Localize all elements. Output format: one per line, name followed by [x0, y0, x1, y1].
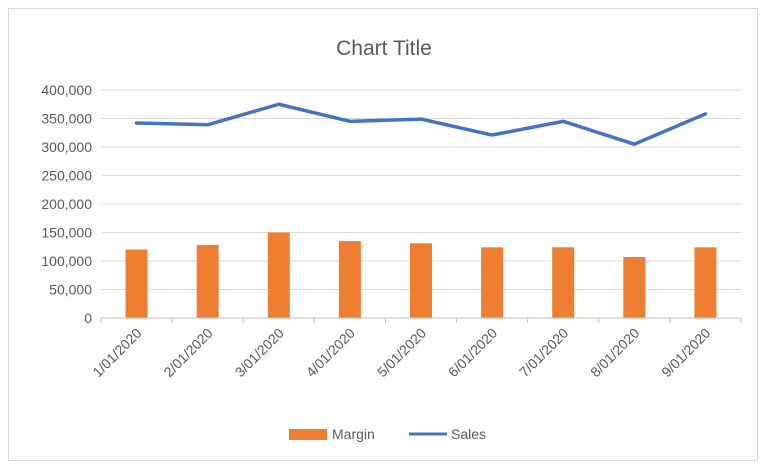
- x-tick-label: 5/01/2020: [374, 325, 430, 381]
- x-tick-label: 7/01/2020: [516, 325, 572, 381]
- x-axis: [100, 317, 742, 323]
- x-tick-label: 6/01/2020: [445, 325, 501, 381]
- x-tick-label: 2/01/2020: [160, 325, 216, 381]
- y-tick-label: 250,000: [41, 168, 92, 184]
- y-tick-label: 50,000: [49, 282, 92, 298]
- y-axis-tick-labels: 0 50,000 100,000 150,000 200,000 250,000 300,0…: [41, 82, 92, 326]
- y-tick-label: 300,000: [41, 139, 92, 155]
- legend-label-sales: Sales: [451, 426, 486, 442]
- x-tick-label: 8/01/2020: [587, 325, 643, 381]
- bar-margin: [694, 247, 717, 318]
- y-tick-label: 100,000: [41, 253, 92, 269]
- y-tick-label: 400,000: [41, 82, 92, 98]
- legend-swatch-margin: [289, 429, 327, 440]
- bar-margin: [196, 245, 219, 318]
- chart-frame: Chart Title 0 50,000 100,000 150,000 200,000…: [8, 8, 758, 461]
- x-tick-label: 4/01/2020: [303, 325, 359, 381]
- bar-margin: [338, 241, 361, 318]
- x-tick-label: 3/01/2020: [232, 325, 288, 381]
- y-tick-label: 200,000: [41, 196, 92, 212]
- bar-margin: [552, 247, 575, 318]
- combo-chart: Chart Title 0 50,000 100,000 150,000 200,000…: [41, 37, 742, 442]
- line-sales: [134, 102, 708, 146]
- bar-margin: [125, 249, 148, 318]
- legend-label-margin: Margin: [332, 426, 375, 442]
- bar-margin: [623, 257, 646, 318]
- y-tick-label: 150,000: [41, 225, 92, 241]
- chart-title: Chart Title: [336, 37, 432, 60]
- margin-bars: [125, 232, 717, 318]
- bar-margin: [481, 247, 504, 318]
- x-tick-label: 1/01/2020: [89, 325, 145, 381]
- bar-margin: [267, 232, 290, 318]
- y-tick-label: 0: [84, 310, 92, 326]
- legend: Margin Sales: [289, 426, 486, 442]
- y-tick-label: 350,000: [41, 111, 92, 127]
- x-tick-label: 9/01/2020: [658, 325, 714, 381]
- x-axis-tick-labels: 1/01/2020 2/01/2020 3/01/2020 4/01/2020 5/01…: [89, 325, 713, 381]
- bar-margin: [410, 243, 432, 318]
- sales-line-layer: [134, 102, 708, 146]
